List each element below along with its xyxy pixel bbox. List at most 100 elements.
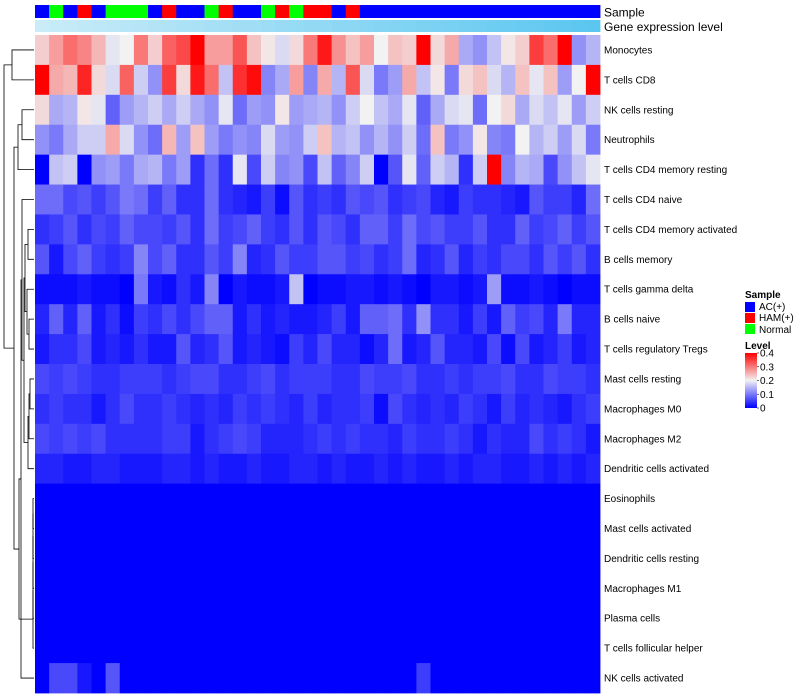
heatmap-cell <box>416 304 431 335</box>
heatmap-cell <box>218 513 234 544</box>
heatmap-cell <box>176 184 191 215</box>
heatmap-cell <box>190 663 205 694</box>
heatmap-cell <box>501 633 516 664</box>
heatmap-cell <box>35 393 50 425</box>
heatmap-cell <box>374 513 389 544</box>
row-label: Macrophages M2 <box>604 434 682 445</box>
heatmap-cell <box>289 393 304 425</box>
heatmap-cell <box>91 364 107 395</box>
heatmap-cell <box>190 453 205 485</box>
heatmap-cell <box>105 423 121 455</box>
heatmap-cell <box>543 364 559 395</box>
heatmap-cell <box>359 633 375 664</box>
heatmap-cell <box>444 124 460 156</box>
heatmap-cell <box>331 94 347 126</box>
heatmap-cell <box>289 423 304 455</box>
heatmap-cell <box>529 513 544 544</box>
heatmap-cell <box>162 513 177 544</box>
heatmap-cell <box>402 244 417 275</box>
heatmap-cell <box>275 543 290 574</box>
heatmap-cell <box>374 274 389 305</box>
row-label: T cells CD4 memory resting <box>604 165 727 176</box>
heatmap-cell <box>444 35 460 66</box>
heatmap-cell <box>543 184 559 215</box>
sample-annotation-cell <box>190 5 205 18</box>
heatmap-cell <box>529 304 544 335</box>
heatmap-cell <box>63 184 78 215</box>
heatmap-cell <box>91 603 107 634</box>
heatmap-cell <box>585 334 601 365</box>
heatmap-cell <box>345 274 361 305</box>
heatmap-cell <box>345 214 361 245</box>
heatmap-cell <box>402 124 417 156</box>
heatmap-cell <box>148 184 163 215</box>
heatmap-cell <box>501 393 516 425</box>
gene-expression-annotation-bar <box>35 20 601 32</box>
heatmap-cell <box>515 483 530 514</box>
heatmap-cell <box>176 543 191 574</box>
heatmap-cell <box>275 214 290 245</box>
heatmap-cell <box>246 35 262 66</box>
heatmap-cell <box>204 64 220 96</box>
heatmap-cell <box>529 94 544 126</box>
sample-annotation-cell <box>345 5 361 18</box>
heatmap-cell <box>458 274 474 305</box>
heatmap-cell <box>472 35 488 66</box>
heatmap-cell <box>77 633 92 664</box>
heatmap-cell <box>472 513 488 544</box>
sample-legend-title: Sample <box>745 290 781 301</box>
heatmap-cell <box>261 543 276 574</box>
heatmap-cell <box>515 364 530 395</box>
heatmap-cell <box>190 94 205 126</box>
sample-annotation-cell <box>402 5 417 18</box>
heatmap-cell <box>35 483 50 514</box>
heatmap-cell <box>472 184 488 215</box>
heatmap-cell <box>472 244 488 275</box>
heatmap-cell <box>35 423 50 455</box>
heatmap-cell <box>487 393 502 425</box>
heatmap-cell <box>543 154 559 185</box>
heatmap-cell <box>162 483 177 514</box>
heatmap-cell <box>458 453 474 485</box>
heatmap-cell <box>190 124 205 156</box>
heatmap-cell <box>359 573 375 604</box>
dendrogram-branch <box>24 243 28 313</box>
heatmap-cell <box>416 94 431 126</box>
heatmap-cell <box>585 94 601 126</box>
heatmap-cell <box>458 244 474 275</box>
heatmap-cell <box>148 663 163 694</box>
heatmap-cell <box>35 573 50 604</box>
gene-expression-annotation-cell <box>416 20 431 32</box>
row-label: Monocytes <box>604 45 652 56</box>
heatmap-cell <box>133 543 149 574</box>
heatmap-cell <box>402 603 417 634</box>
heatmap-cell <box>246 364 262 395</box>
heatmap-cell <box>543 663 559 694</box>
heatmap-cell <box>77 393 92 425</box>
heatmap-cell <box>557 364 573 395</box>
heatmap-cell <box>487 214 502 245</box>
heatmap-cell <box>345 393 361 425</box>
heatmap-cell <box>77 453 92 485</box>
heatmap-cell <box>63 483 78 514</box>
heatmap-cell <box>515 334 530 365</box>
heatmap-cell <box>430 633 446 664</box>
legend-swatch-ac <box>745 302 755 312</box>
heatmap-cell <box>359 304 375 335</box>
heatmap-cell <box>204 244 220 275</box>
dendrogram-branch <box>13 146 19 550</box>
gene-expression-annotation-cell <box>35 20 50 32</box>
heatmap-cell <box>148 304 163 335</box>
heatmap-cell <box>430 244 446 275</box>
heatmap-cell <box>261 513 276 544</box>
heatmap-cell <box>557 64 573 96</box>
heatmap-cell <box>543 483 559 514</box>
heatmap-cell <box>487 543 502 574</box>
heatmap-cell <box>190 214 205 245</box>
heatmap-cell <box>472 453 488 485</box>
dendrogram-branch <box>26 288 34 335</box>
heatmap-cell <box>585 603 601 634</box>
heatmap-cell <box>232 64 248 96</box>
heatmap-cell <box>246 453 262 485</box>
heatmap-cell <box>557 274 573 305</box>
